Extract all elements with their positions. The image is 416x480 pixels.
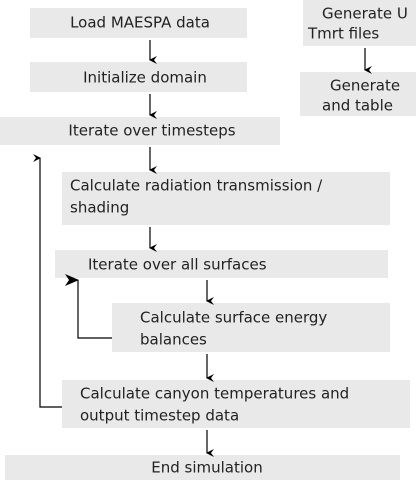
box	[303, 0, 416, 46]
node-label: End simulation	[151, 459, 262, 477]
box	[30, 8, 247, 38]
box	[30, 62, 247, 92]
node-label: and table	[322, 97, 393, 115]
loop-arrow	[33, 154, 62, 408]
node-label: Calculate canyon temperatures and	[80, 385, 349, 403]
box	[62, 172, 390, 225]
node-label: output timestep data	[80, 407, 239, 425]
node-label: Iterate over all surfaces	[88, 256, 267, 274]
box	[112, 303, 390, 352]
node-label: shading	[70, 199, 129, 217]
node-label: Iterate over timesteps	[68, 122, 235, 140]
box	[0, 117, 280, 145]
node-label: Generate	[330, 77, 400, 95]
loop-arrow	[65, 274, 112, 339]
box	[300, 72, 416, 116]
node-label: Generate U	[322, 5, 408, 23]
node-label: balances	[140, 331, 207, 349]
node-label: Calculate surface energy	[140, 309, 327, 327]
box	[62, 380, 410, 428]
node-label: Tmrt files	[307, 25, 379, 43]
node-label: Initialize domain	[83, 69, 207, 87]
node-label: Load MAESPA data	[70, 14, 210, 32]
box	[55, 250, 388, 278]
node-label: Calculate radiation transmission /	[70, 177, 323, 195]
box	[5, 455, 400, 480]
